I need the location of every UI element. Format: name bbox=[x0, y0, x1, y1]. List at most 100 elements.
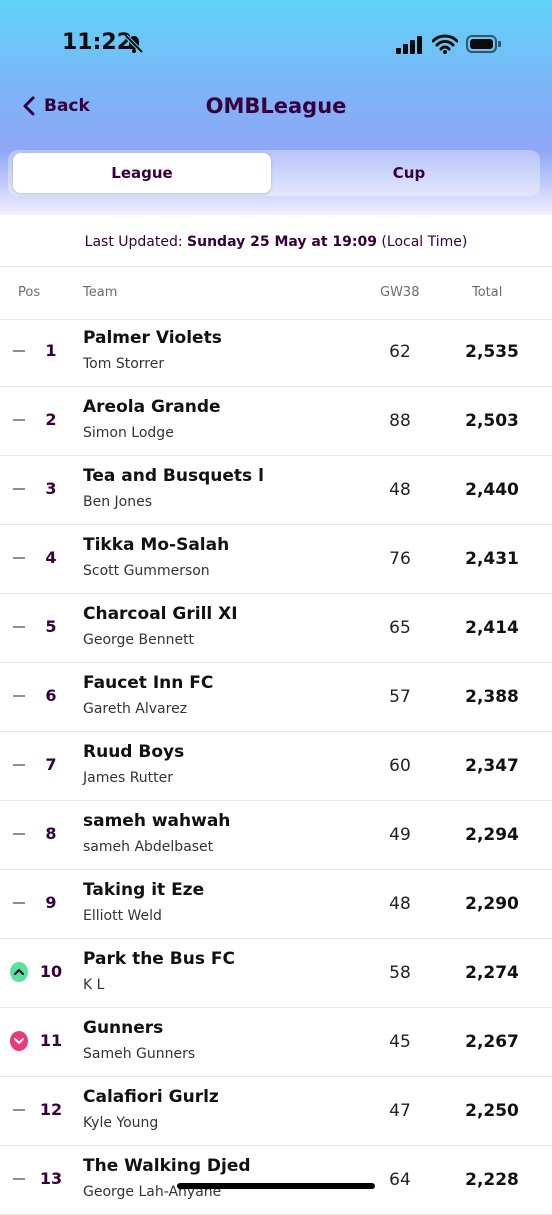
wifi-icon bbox=[432, 34, 458, 54]
column-pos: Pos bbox=[18, 285, 41, 300]
total-points: 2,274 bbox=[465, 963, 519, 983]
total-points: 2,228 bbox=[465, 1170, 519, 1190]
manager-name: K L bbox=[83, 977, 105, 993]
gameweek-points: 45 bbox=[389, 1032, 411, 1052]
gameweek-points: 49 bbox=[389, 825, 411, 845]
team-name: Palmer Violets bbox=[83, 328, 222, 348]
total-points: 2,503 bbox=[465, 411, 519, 431]
status-bar: 11:22 bbox=[0, 0, 552, 90]
rank-position: 3 bbox=[45, 479, 57, 498]
table-row[interactable]: 2 Areola Grande Simon Lodge 88 2,503 bbox=[0, 387, 552, 456]
rank-position: 1 bbox=[45, 341, 57, 360]
gameweek-points: 88 bbox=[389, 411, 411, 431]
table-row[interactable]: 12 Calafiori Gurlz Kyle Young 47 2,250 bbox=[0, 1077, 552, 1146]
gameweek-points: 60 bbox=[389, 756, 411, 776]
table-row[interactable]: 6 Faucet Inn FC Gareth Alvarez 57 2,388 bbox=[0, 663, 552, 732]
rank-position: 10 bbox=[39, 962, 63, 981]
standings-table: 1 Palmer Violets Tom Storrer 62 2,535 2 Areola… bbox=[0, 318, 552, 1215]
table-row[interactable]: 3 Tea and Busquets l Ben Jones 48 2,440 bbox=[0, 456, 552, 525]
table-row[interactable]: 7 Ruud Boys James Rutter 60 2,347 bbox=[0, 732, 552, 801]
team-name: Park the Bus FC bbox=[83, 949, 235, 969]
column-team: Team bbox=[83, 285, 118, 300]
total-points: 2,535 bbox=[465, 342, 519, 362]
rank-same-icon bbox=[10, 894, 28, 912]
team-name: Tikka Mo-Salah bbox=[83, 535, 230, 555]
manager-name: Scott Gummerson bbox=[83, 563, 210, 579]
manager-name: Sameh Gunners bbox=[83, 1046, 196, 1062]
total-points: 2,440 bbox=[465, 480, 519, 500]
team-name: Areola Grande bbox=[83, 397, 221, 417]
total-points: 2,388 bbox=[465, 687, 519, 707]
gameweek-points: 65 bbox=[389, 618, 411, 638]
team-name: The Walking Djed bbox=[83, 1156, 251, 1176]
rank-same-icon bbox=[10, 756, 28, 774]
rank-position: 5 bbox=[45, 617, 57, 636]
team-name: Tea and Busquets l bbox=[83, 466, 264, 486]
total-points: 2,414 bbox=[465, 618, 519, 638]
total-points: 2,294 bbox=[465, 825, 519, 845]
total-points: 2,250 bbox=[465, 1101, 519, 1121]
manager-name: Kyle Young bbox=[83, 1115, 159, 1131]
total-points: 2,347 bbox=[465, 756, 519, 776]
table-row[interactable]: 8 sameh wahwah sameh Abdelbaset 49 2,294 bbox=[0, 801, 552, 870]
rank-position: 11 bbox=[39, 1031, 63, 1050]
manager-name: George Bennett bbox=[83, 632, 195, 648]
cellular-signal-icon bbox=[396, 36, 422, 54]
rank-position: 9 bbox=[45, 893, 57, 912]
total-points: 2,267 bbox=[465, 1032, 519, 1052]
team-name: Gunners bbox=[83, 1018, 164, 1038]
rank-position: 2 bbox=[45, 410, 57, 429]
manager-name: Tom Storrer bbox=[83, 356, 165, 372]
gameweek-points: 58 bbox=[389, 963, 411, 983]
table-row[interactable]: 13 The Walking Djed George Lah-Anyane 64 2,2… bbox=[0, 1146, 552, 1215]
team-name: Faucet Inn FC bbox=[83, 673, 214, 693]
rank-same-icon bbox=[10, 342, 28, 360]
rank-position: 6 bbox=[45, 686, 57, 705]
gameweek-points: 48 bbox=[389, 480, 411, 500]
manager-name: James Rutter bbox=[83, 770, 174, 786]
tab-switcher: League Cup bbox=[8, 150, 540, 196]
back-button[interactable]: Back bbox=[22, 96, 90, 116]
rank-same-icon bbox=[10, 411, 28, 429]
status-time: 11:22 bbox=[62, 30, 133, 55]
team-name: sameh wahwah bbox=[83, 811, 231, 831]
total-points: 2,431 bbox=[465, 549, 519, 569]
rank-same-icon bbox=[10, 825, 28, 843]
team-name: Charcoal Grill XI bbox=[83, 604, 238, 624]
rank-down-icon bbox=[10, 1031, 28, 1051]
rank-position: 7 bbox=[45, 755, 57, 774]
table-row[interactable]: 4 Tikka Mo-Salah Scott Gummerson 76 2,431 bbox=[0, 525, 552, 594]
table-row[interactable]: 10 Park the Bus FC K L 58 2,274 bbox=[0, 939, 552, 1008]
gameweek-points: 64 bbox=[389, 1170, 411, 1190]
rank-same-icon bbox=[10, 549, 28, 567]
chevron-left-icon bbox=[23, 96, 35, 116]
gameweek-points: 57 bbox=[389, 687, 411, 707]
last-updated: Last Updated: Sunday 25 May at 19:09 (Lo… bbox=[0, 234, 552, 250]
table-row[interactable]: 11 Gunners Sameh Gunners 45 2,267 bbox=[0, 1008, 552, 1077]
last-updated-suffix: (Local Time) bbox=[381, 234, 468, 250]
manager-name: sameh Abdelbaset bbox=[83, 839, 214, 855]
rank-same-icon bbox=[10, 687, 28, 705]
tab-cup[interactable]: Cup bbox=[392, 164, 426, 182]
team-name: Ruud Boys bbox=[83, 742, 185, 762]
column-gw: GW38 bbox=[380, 285, 420, 300]
manager-name: Elliott Weld bbox=[83, 908, 162, 924]
rank-position: 4 bbox=[45, 548, 57, 567]
manager-name: Ben Jones bbox=[83, 494, 153, 510]
rank-position: 13 bbox=[39, 1169, 63, 1188]
rank-same-icon bbox=[10, 1170, 28, 1188]
table-row[interactable]: 5 Charcoal Grill XI George Bennett 65 2,414 bbox=[0, 594, 552, 663]
table-row[interactable]: 9 Taking it Eze Elliott Weld 48 2,290 bbox=[0, 870, 552, 939]
back-label: Back bbox=[44, 96, 90, 116]
tab-league[interactable]: League bbox=[13, 153, 271, 193]
last-updated-date: Sunday 25 May at 19:09 bbox=[187, 234, 377, 250]
total-points: 2,290 bbox=[465, 894, 519, 914]
manager-name: Gareth Alvarez bbox=[83, 701, 188, 717]
last-updated-prefix: Last Updated: bbox=[84, 234, 183, 250]
team-name: Calafiori Gurlz bbox=[83, 1087, 219, 1107]
rank-up-icon bbox=[10, 962, 28, 982]
gameweek-points: 48 bbox=[389, 894, 411, 914]
page-title: OMBLeague bbox=[205, 94, 347, 118]
table-row[interactable]: 1 Palmer Violets Tom Storrer 62 2,535 bbox=[0, 318, 552, 387]
team-name: Taking it Eze bbox=[83, 880, 205, 900]
